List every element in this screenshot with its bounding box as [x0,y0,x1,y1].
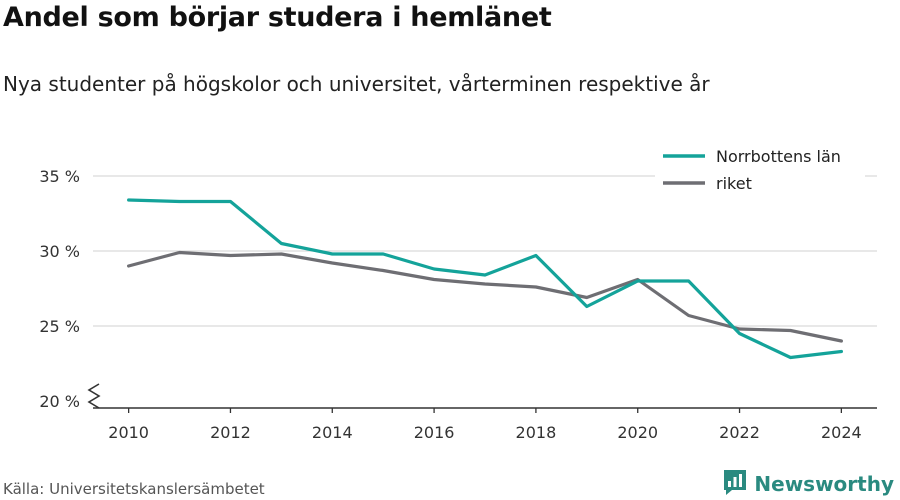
line-chart: 20 % 25 % 30 % 35 % 2010 2012 2014 2016 2018 202… [39,142,877,442]
series-line-riket [127,250,844,343]
x-axis-ticks: 2010 2012 2014 2016 2018 2020 2022 2024 [108,408,862,442]
y-tick-label: 20 % [39,392,80,411]
y-axis-ticks: 20 % 25 % 30 % 35 % [39,167,80,411]
bar-chart-logo-icon [722,468,748,500]
x-tick-label: 2020 [617,423,658,442]
x-tick-label: 2024 [821,423,862,442]
brand[interactable]: Newsworthy [722,468,894,500]
brand-name: Newsworthy [754,472,894,496]
x-tick-label: 2010 [108,423,149,442]
zigzag-axis-break-icon [87,383,101,409]
legend-label: Norrbottens län [716,147,841,166]
x-tick-label: 2012 [210,423,251,442]
y-tick-label: 35 % [39,167,80,186]
zigzag-axis-break-icon [87,383,101,409]
x-tick-label: 2018 [516,423,557,442]
chart-title: Andel som börjar studera i hemlänet [3,2,552,33]
source-note: Källa: Universitetskanslersämbetet [3,480,265,498]
x-tick-label: 2014 [312,423,353,442]
legend-background [655,142,865,200]
y-tick-label: 30 % [39,242,80,261]
series-line-norrbottens-lan [127,198,844,360]
legend: Norrbottens län riket [655,142,865,200]
x-tick-label: 2016 [414,423,455,442]
series-lines [127,198,844,360]
y-tick-label: 25 % [39,317,80,336]
x-tick-label: 2022 [719,423,760,442]
legend-label: riket [716,174,752,193]
chart-subtitle: Nya studenter på högskolor och universit… [3,72,710,96]
